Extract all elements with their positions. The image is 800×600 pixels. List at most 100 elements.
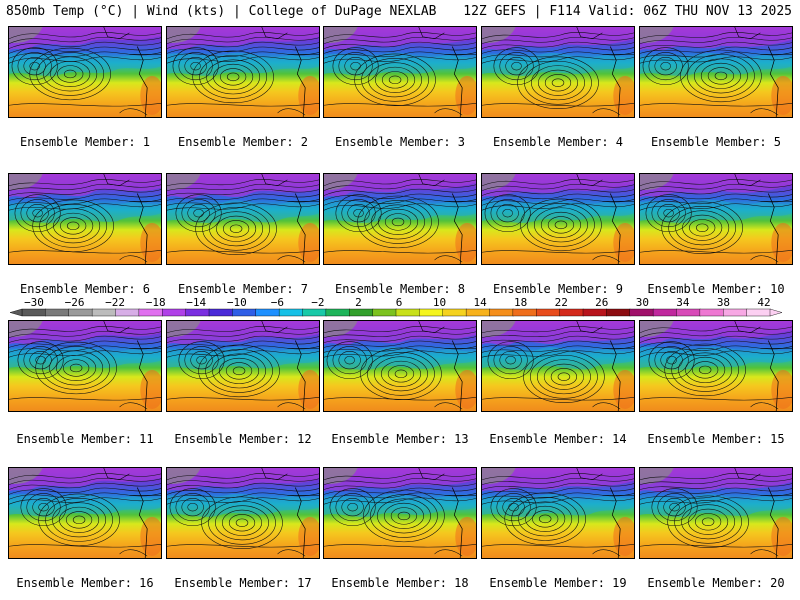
colorbar-tick-label: 26 — [595, 297, 608, 309]
colorbar-swatch — [395, 308, 421, 317]
ensemble-member-label: Ensemble Member: 5 — [650, 135, 782, 149]
colorbar-swatch — [419, 308, 444, 317]
colorbar-swatch — [652, 308, 678, 317]
colorbar-swatch — [278, 308, 304, 317]
colorbar-swatch — [68, 308, 93, 317]
ensemble-map-panel — [166, 173, 320, 265]
colorbar-swatch — [465, 308, 491, 317]
colorbar-swatch — [372, 308, 397, 317]
colorbar-swatch — [676, 308, 701, 317]
colorbar-swatch — [489, 308, 514, 317]
colorbar-swatch — [536, 308, 561, 317]
colorbar-swatch — [349, 308, 374, 317]
ensemble-member-label: Ensemble Member: 12 — [174, 432, 312, 446]
colorbar-swatch — [746, 308, 771, 317]
colorbar-tick-label: 30 — [636, 297, 649, 309]
colorbar-swatch — [442, 308, 467, 317]
chart-title: 850mb Temp (°C) | Wind (kts) | College o… — [6, 4, 437, 19]
colorbar-swatch — [302, 308, 327, 317]
temperature-map — [9, 321, 161, 411]
colorbar-swatch — [185, 308, 210, 317]
ensemble-map-panel — [8, 26, 162, 118]
ensemble-member-label: Ensemble Member: 2 — [177, 135, 309, 149]
ensemble-map-panel — [323, 320, 477, 412]
colorbar-swatch — [232, 308, 257, 317]
ensemble-map-panel — [8, 467, 162, 559]
ensemble-member-label: Ensemble Member: 10 — [647, 282, 785, 296]
ensemble-member-label: Ensemble Member: 19 — [489, 576, 627, 590]
ensemble-map-panel — [8, 173, 162, 265]
ensemble-member-label: Ensemble Member: 16 — [16, 576, 154, 590]
ensemble-member-label: Ensemble Member: 20 — [647, 576, 785, 590]
colorbar-swatch — [45, 308, 70, 317]
colorbar-swatch — [138, 308, 163, 317]
colorbar-tick-label: 14 — [473, 297, 487, 309]
ensemble-map-panel — [166, 467, 320, 559]
colorbar-swatch — [325, 308, 350, 317]
colorbar-swatch — [162, 308, 187, 317]
ensemble-map-panel — [323, 467, 477, 559]
temperature-map — [324, 321, 476, 411]
colorbar-tick-label: 6 — [396, 297, 403, 309]
colorbar-swatch — [606, 308, 631, 317]
colorbar-tick-label: −26 — [65, 297, 85, 309]
temperature-map — [167, 321, 319, 411]
ensemble-map-panel — [8, 320, 162, 412]
temperature-map — [324, 27, 476, 117]
colorbar-swatch — [21, 308, 47, 317]
temperature-map — [640, 27, 792, 117]
ensemble-map-panel — [166, 320, 320, 412]
ensemble-member-label: Ensemble Member: 3 — [334, 135, 466, 149]
ensemble-member-label: Ensemble Member: 1 — [19, 135, 151, 149]
temperature-map — [9, 27, 161, 117]
ensemble-member-label: Ensemble Member: 7 — [177, 282, 309, 296]
colorbar-tick-label: 42 — [757, 297, 770, 309]
colorbar-tick-label: −22 — [105, 297, 125, 309]
temperature-map — [9, 174, 161, 264]
temperature-map — [324, 468, 476, 558]
ensemble-member-label: Ensemble Member: 18 — [331, 576, 469, 590]
temperature-map — [640, 174, 792, 264]
ensemble-map-panel — [481, 467, 635, 559]
ensemble-map-panel — [323, 173, 477, 265]
ensemble-map-panel — [481, 173, 635, 265]
colorbar-tick-label: −6 — [271, 297, 284, 309]
colorbar-tick-label: 22 — [555, 297, 568, 309]
ensemble-map-panel — [481, 320, 635, 412]
temperature-map — [482, 174, 634, 264]
ensemble-map-panel — [166, 26, 320, 118]
temperature-map — [167, 468, 319, 558]
colorbar-swatch — [255, 308, 280, 317]
ensemble-member-label: Ensemble Member: 6 — [19, 282, 151, 296]
colorbar-tick-label: −18 — [146, 297, 166, 309]
colorbar-swatch — [512, 308, 537, 317]
colorbar-tick-label: −30 — [24, 297, 44, 309]
ensemble-map-panel — [639, 173, 793, 265]
colorbar-swatch — [559, 308, 584, 317]
colorbar-tick-label: 2 — [355, 297, 362, 309]
temperature-map — [167, 174, 319, 264]
temperature-map — [482, 468, 634, 558]
colorbar-high-arrow — [769, 308, 783, 317]
colorbar-swatch — [699, 308, 724, 317]
ensemble-member-label: Ensemble Member: 11 — [16, 432, 154, 446]
colorbar-swatch — [91, 308, 117, 317]
temperature-map — [324, 174, 476, 264]
ensemble-map-panel — [323, 26, 477, 118]
ensemble-map-panel — [639, 320, 793, 412]
colorbar-low-arrow — [9, 308, 23, 317]
temperature-map — [482, 321, 634, 411]
ensemble-member-label: Ensemble Member: 14 — [489, 432, 627, 446]
temperature-map — [482, 27, 634, 117]
ensemble-map-panel — [481, 26, 635, 118]
ensemble-member-label: Ensemble Member: 8 — [334, 282, 466, 296]
colorbar-swatch — [723, 308, 748, 317]
colorbar-tick-label: −2 — [311, 297, 324, 309]
temperature-colorbar: −30 −26 −22 −18 −14 −10 −6 −2 2 6 10 14 18 22 26 30 34 38… — [9, 297, 783, 317]
colorbar-swatch — [208, 308, 234, 317]
colorbar-swatch — [115, 308, 140, 317]
ensemble-member-label: Ensemble Member: 17 — [174, 576, 312, 590]
temperature-map — [640, 321, 792, 411]
colorbar-tick-label: 18 — [514, 297, 527, 309]
colorbar-tick-label: −10 — [227, 297, 247, 309]
